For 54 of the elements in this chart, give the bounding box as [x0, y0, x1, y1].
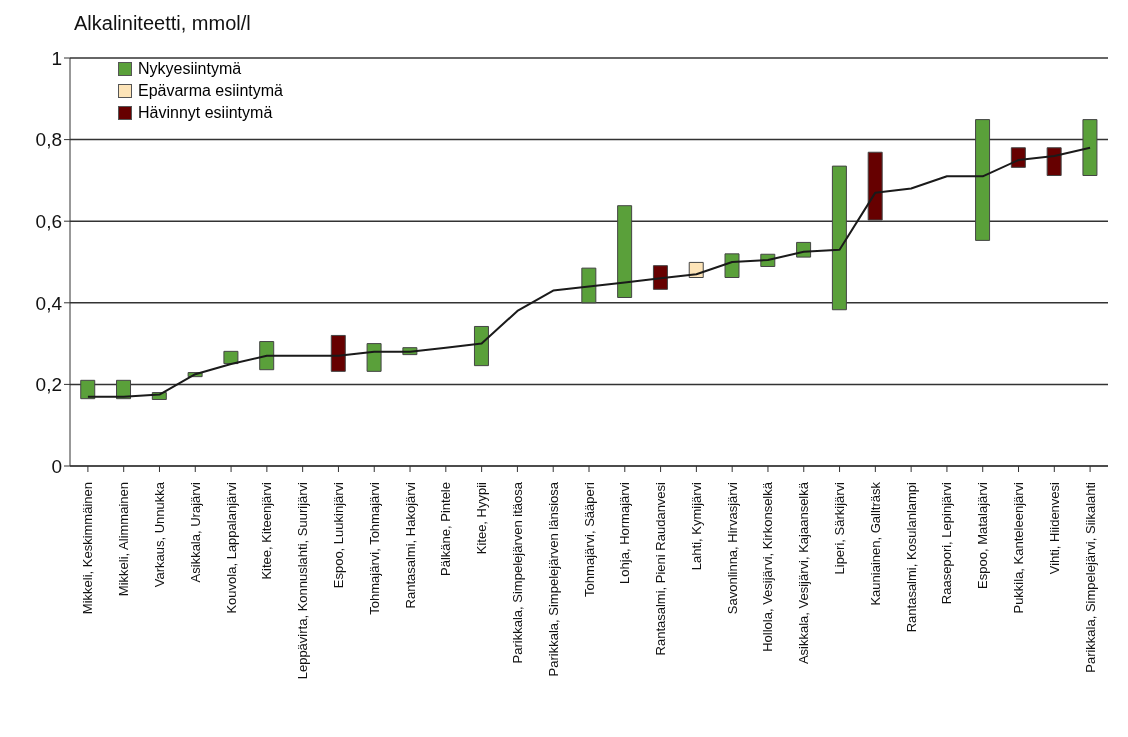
x-tick-label: Parikkala, Simpelejärvi, Siikalahti: [1082, 481, 1098, 673]
x-tick-label: Parikkala, Simpelejärven länsiosa: [545, 481, 561, 677]
bar: [223, 350, 239, 365]
x-tick-label: Rantasalmi, Kosulanlampi: [903, 481, 919, 633]
x-tick-label: Parikkala, Simpelejärven itäosa: [509, 481, 525, 664]
x-tick-label: Mikkeli, Alimmainen: [116, 482, 132, 597]
x-tick-label: Espoo, Matalajärvi: [975, 481, 991, 589]
x-tick-label: Lahti, Kymijärvi: [688, 481, 704, 571]
y-tick-label: 0: [51, 455, 62, 477]
bar: [366, 343, 382, 372]
x-tick-label: Espoo, Luukinjärvi: [330, 481, 346, 589]
x-tick-label: Kouvola, Lappalanjärvi: [223, 481, 239, 614]
x-tick-label: Kauniainen, Gallträsk: [867, 481, 883, 606]
legend-label: Hävinnyt esiintymä: [138, 104, 273, 122]
y-tick-label: 0,6: [35, 210, 62, 232]
legend-label: Epävarma esiintymä: [138, 82, 283, 100]
x-tick-label: Liperi, Särkijärvi: [832, 481, 848, 575]
legend-label: Nykyesiintymä: [138, 60, 242, 78]
x-tick-label: Pälkäne, Pintele: [438, 482, 454, 576]
bar: [1082, 119, 1098, 176]
bar: [330, 334, 346, 372]
x-tick-label: Pukkila, Kanteleenjärvi: [1011, 481, 1027, 614]
x-tick-label: Varkaus, Unnukka: [151, 481, 167, 588]
bar: [975, 119, 991, 241]
x-tick-label: Tohmajärvi, Tohmajärvi: [366, 481, 382, 615]
x-tick-label: Asikkala, Vesijärvi, Kajaanselkä: [796, 481, 812, 665]
line-series: [86, 146, 1092, 398]
y-tick-label: 1: [51, 47, 62, 69]
bar: [259, 341, 275, 371]
x-tick-label: Savonlinna, Hirvasjärvi: [724, 481, 740, 615]
x-tick-label: Lohja, Hormajärvi: [617, 481, 633, 584]
x-tick-label: Hollola, Vesijärvi, Kirkonselkä: [760, 481, 776, 652]
x-tick-label: Rantasalmi, Hakojärvi: [402, 481, 418, 609]
bar: [581, 267, 597, 304]
bar: [80, 379, 96, 400]
bar: [1046, 147, 1062, 176]
y-axis-title: Alkaliniteetti, mmol/l: [74, 12, 251, 35]
x-tick-label: Leppävirta, Konnuslahti, Suurijärvi: [295, 481, 311, 680]
x-tick-label: Tohmajärvi, Sääperi: [581, 481, 597, 597]
x-tick-label: Kitee, Hyypii: [474, 481, 490, 555]
bar: [473, 325, 489, 367]
x-tick-label: Raasepori, Lepinjärvi: [939, 481, 955, 605]
bar: [867, 151, 883, 221]
y-tick-label: 0,2: [35, 374, 62, 396]
bar: [831, 165, 847, 311]
x-tick-label: Asikkala, Urajärvi: [187, 481, 203, 583]
x-tick-label: Vihti, Hiidenvesi: [1046, 481, 1062, 575]
y-tick-label: 0,8: [35, 129, 62, 151]
x-tick-label: Mikkeli, Keskimmäinen: [80, 482, 96, 615]
y-tick-label: 0,4: [35, 292, 63, 314]
bar: [617, 205, 633, 298]
x-tick-label: Rantasalmi, Pieni Raudanvesi: [653, 481, 669, 656]
x-tick-label: Kitee, Kiteenjärvi: [259, 481, 275, 580]
bar: [724, 253, 740, 278]
